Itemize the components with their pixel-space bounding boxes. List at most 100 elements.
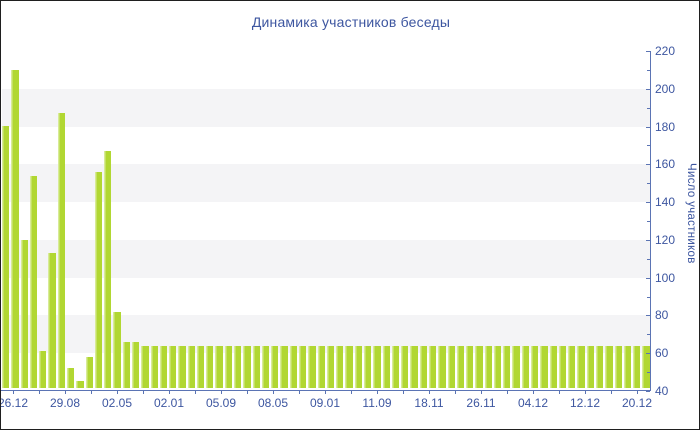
bar bbox=[456, 345, 465, 388]
bar bbox=[493, 345, 502, 388]
bar bbox=[373, 345, 381, 388]
x-tick bbox=[39, 391, 40, 394]
x-tick bbox=[481, 391, 482, 394]
x-tick bbox=[637, 391, 638, 394]
bar bbox=[317, 345, 325, 388]
x-tick-label: 04.12 bbox=[517, 396, 549, 410]
y-major-tick bbox=[646, 51, 650, 52]
bar bbox=[243, 345, 251, 388]
y-tick-label: 180 bbox=[655, 120, 676, 134]
bar bbox=[326, 345, 335, 388]
stripe-band bbox=[2, 88, 650, 127]
bar bbox=[289, 345, 297, 388]
bar bbox=[391, 345, 400, 388]
y-major-tick bbox=[646, 353, 650, 354]
y-major-tick bbox=[646, 391, 650, 392]
bar bbox=[308, 345, 316, 388]
y-minor-tick bbox=[647, 297, 650, 298]
y-tick-label: 100 bbox=[655, 271, 676, 285]
y-tick-label: 200 bbox=[655, 82, 676, 96]
bar-series bbox=[2, 48, 650, 388]
bar bbox=[466, 345, 474, 388]
bar bbox=[447, 345, 455, 388]
bar bbox=[299, 345, 307, 388]
bar bbox=[94, 171, 103, 388]
bar bbox=[104, 151, 112, 388]
bar bbox=[428, 345, 437, 388]
x-tick bbox=[559, 391, 560, 394]
bar bbox=[187, 345, 195, 388]
y-major-tick bbox=[646, 315, 650, 316]
bar bbox=[29, 175, 38, 388]
x-tick-label: 11.09 bbox=[362, 396, 392, 410]
bar bbox=[577, 345, 585, 388]
x-tick-label: 29.08 bbox=[49, 396, 81, 410]
x-tick bbox=[455, 391, 456, 394]
x-tick bbox=[273, 391, 274, 394]
bar bbox=[159, 345, 168, 388]
y-tick-label: 220 bbox=[655, 44, 676, 58]
x-tick bbox=[247, 391, 248, 394]
bar bbox=[614, 345, 622, 388]
bar bbox=[410, 345, 418, 388]
y-major-tick bbox=[646, 89, 650, 90]
x-tick bbox=[403, 391, 404, 394]
y-tick-label: 40 bbox=[655, 384, 669, 398]
y-tick-label: 120 bbox=[655, 233, 676, 247]
y-minor-tick bbox=[647, 145, 650, 146]
bar bbox=[363, 345, 372, 388]
bar bbox=[540, 345, 548, 388]
bar bbox=[586, 345, 594, 388]
bar bbox=[113, 311, 121, 388]
bar bbox=[271, 345, 279, 388]
bar bbox=[261, 345, 270, 388]
bar bbox=[11, 69, 19, 388]
bar bbox=[503, 345, 511, 388]
y-minor-tick bbox=[647, 108, 650, 109]
x-tick bbox=[65, 391, 66, 394]
y-tick-label: 140 bbox=[655, 195, 676, 209]
x-tick bbox=[325, 391, 326, 394]
bar bbox=[196, 345, 205, 388]
y-tick-label: 160 bbox=[655, 157, 676, 171]
y-major-tick bbox=[646, 240, 650, 241]
y-tick-label: 80 bbox=[655, 308, 669, 322]
bar bbox=[633, 345, 641, 388]
bar bbox=[169, 345, 177, 388]
bar bbox=[336, 345, 344, 388]
bar bbox=[512, 345, 520, 388]
x-tick bbox=[169, 391, 170, 394]
bar bbox=[568, 345, 576, 388]
y-major-tick bbox=[646, 164, 650, 165]
bar bbox=[558, 345, 567, 388]
bar bbox=[382, 345, 390, 388]
y-major-tick bbox=[646, 202, 650, 203]
x-tick bbox=[429, 391, 430, 394]
y-major-tick bbox=[646, 127, 650, 128]
bar bbox=[549, 345, 557, 388]
x-tick bbox=[533, 391, 534, 394]
bar bbox=[345, 345, 353, 388]
chart-title: Динамика участников беседы bbox=[251, 14, 451, 30]
bar bbox=[642, 345, 650, 388]
x-tick-label: 02.05 bbox=[101, 396, 133, 410]
y-minor-tick bbox=[647, 70, 650, 71]
bar bbox=[76, 381, 84, 388]
bar bbox=[224, 345, 233, 388]
bar bbox=[401, 345, 409, 388]
bar bbox=[48, 253, 56, 388]
bar bbox=[57, 113, 65, 388]
bar bbox=[354, 345, 362, 388]
bar bbox=[2, 126, 10, 388]
x-tick bbox=[195, 391, 196, 394]
bar bbox=[206, 345, 214, 388]
y-minor-tick bbox=[647, 183, 650, 184]
bar bbox=[475, 345, 483, 388]
x-tick bbox=[13, 391, 14, 394]
bar bbox=[150, 345, 158, 388]
x-tick-label: 18.11 bbox=[414, 396, 444, 410]
bar bbox=[66, 368, 75, 388]
bar bbox=[85, 356, 93, 388]
x-tick-label: 20.12 bbox=[621, 396, 653, 410]
x-tick bbox=[611, 391, 612, 394]
